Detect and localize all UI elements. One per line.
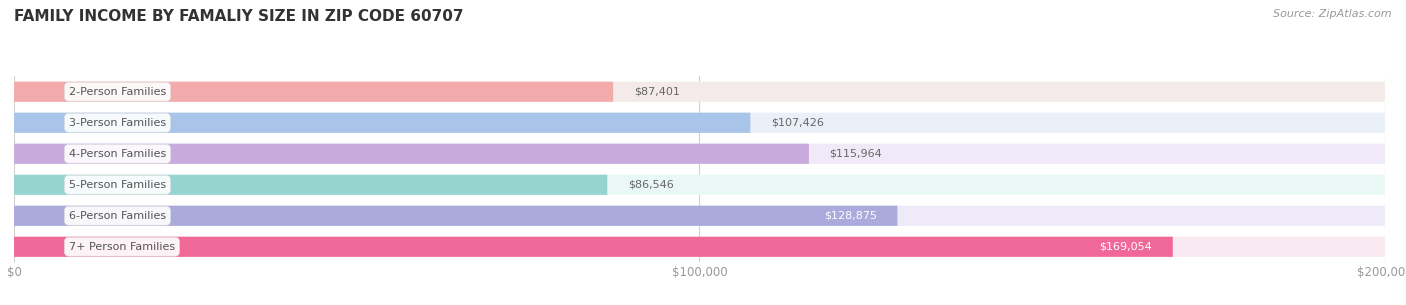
Text: $87,401: $87,401 — [634, 87, 679, 97]
Text: 7+ Person Families: 7+ Person Families — [69, 242, 174, 252]
Text: $128,875: $128,875 — [824, 211, 877, 221]
Text: 3-Person Families: 3-Person Families — [69, 118, 166, 128]
Text: Source: ZipAtlas.com: Source: ZipAtlas.com — [1274, 9, 1392, 19]
Text: 6-Person Families: 6-Person Families — [69, 211, 166, 221]
Text: FAMILY INCOME BY FAMALIY SIZE IN ZIP CODE 60707: FAMILY INCOME BY FAMALIY SIZE IN ZIP COD… — [14, 9, 464, 24]
FancyBboxPatch shape — [14, 206, 1385, 226]
FancyBboxPatch shape — [14, 144, 808, 164]
FancyBboxPatch shape — [14, 206, 897, 226]
FancyBboxPatch shape — [14, 175, 607, 195]
Text: $107,426: $107,426 — [770, 118, 824, 128]
Text: 2-Person Families: 2-Person Families — [69, 87, 166, 97]
FancyBboxPatch shape — [14, 237, 1173, 257]
FancyBboxPatch shape — [14, 113, 751, 133]
FancyBboxPatch shape — [14, 144, 1385, 164]
Text: 4-Person Families: 4-Person Families — [69, 149, 166, 159]
Text: $169,054: $169,054 — [1099, 242, 1153, 252]
Text: $115,964: $115,964 — [830, 149, 882, 159]
FancyBboxPatch shape — [14, 82, 1385, 102]
FancyBboxPatch shape — [14, 237, 1385, 257]
Text: 5-Person Families: 5-Person Families — [69, 180, 166, 190]
FancyBboxPatch shape — [14, 113, 1385, 133]
FancyBboxPatch shape — [14, 82, 613, 102]
FancyBboxPatch shape — [14, 175, 1385, 195]
Text: $86,546: $86,546 — [628, 180, 673, 190]
